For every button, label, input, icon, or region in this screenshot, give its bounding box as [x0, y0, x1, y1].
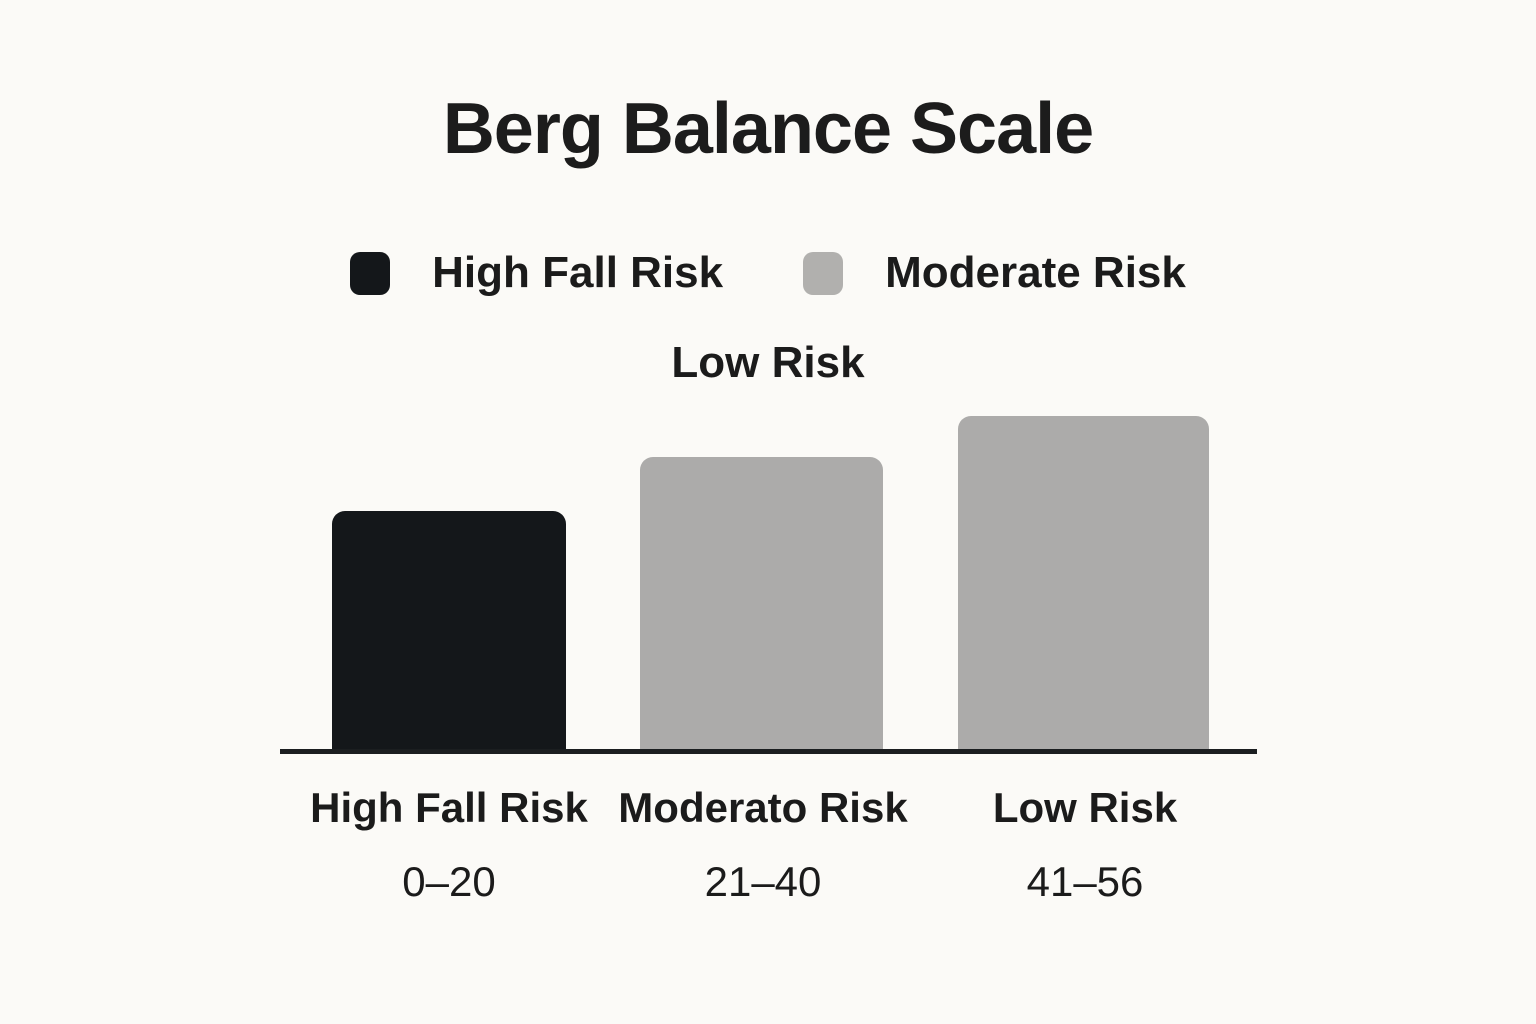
x-axis-line — [280, 749, 1257, 754]
x-label-moderato-risk: Moderato Risk — [618, 784, 908, 831]
legend-item-moderate-risk: Moderate Risk — [803, 248, 1186, 298]
range-label-0-20: 0–20 — [402, 858, 496, 905]
legend: High Fall Risk Moderate Risk — [0, 248, 1536, 298]
legend-label-low-risk: Low Risk — [671, 338, 865, 387]
bar-low-risk — [958, 416, 1209, 751]
legend-item-high-fall-risk: High Fall Risk — [350, 248, 723, 298]
legend-label-moderate-risk: Moderate Risk — [885, 248, 1186, 297]
bar-high-fall-risk — [332, 511, 566, 751]
range-label-21-40: 21–40 — [704, 858, 822, 905]
high-fall-risk-swatch-icon — [350, 251, 391, 295]
x-label-high-fall-risk: High Fall Risk — [310, 784, 588, 831]
legend-label-high-fall-risk: High Fall Risk — [432, 248, 724, 297]
x-label-low-risk: Low Risk — [992, 784, 1178, 831]
moderate-risk-swatch-icon — [803, 251, 844, 295]
range-label-41-56: 41–56 — [1026, 858, 1144, 905]
chart-title: Berg Balance Scale — [442, 89, 1094, 169]
bar-moderato-risk — [640, 457, 883, 751]
